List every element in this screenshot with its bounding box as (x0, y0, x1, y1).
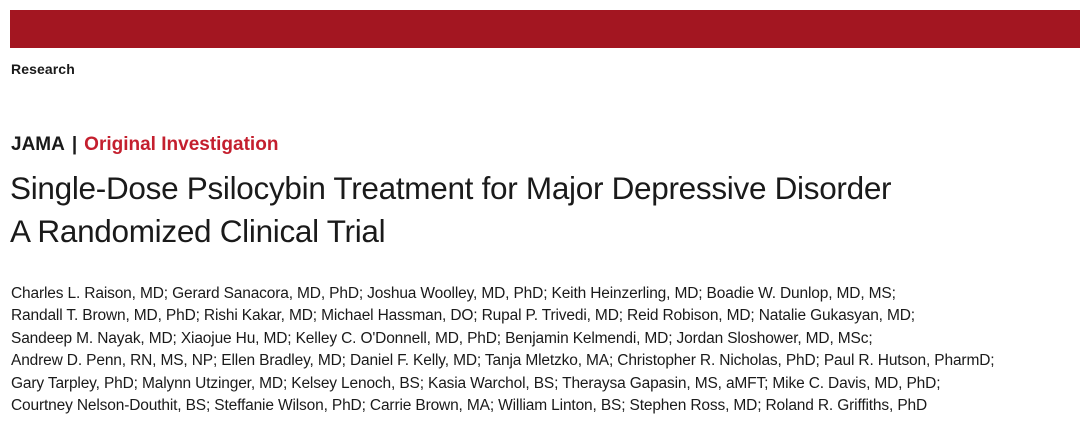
author-list: Charles L. Raison, MD; Gerard Sanacora, … (11, 283, 1077, 417)
journal-name: JAMA (11, 134, 65, 155)
article-subtitle: A Randomized Clinical Trial (10, 213, 386, 249)
article-type: Original Investigation (84, 134, 279, 155)
author-line: Gary Tarpley, PhD; Malynn Utzinger, MD; … (11, 374, 941, 392)
journal-separator: | (71, 134, 78, 155)
journal-line: JAMA | Original Investigation (11, 134, 278, 156)
top-banner (10, 10, 1080, 48)
author-line: Sandeep M. Nayak, MD; Xiaojue Hu, MD; Ke… (11, 329, 873, 347)
author-line: Andrew D. Penn, RN, MS, NP; Ellen Bradle… (11, 352, 995, 370)
article-title: Single-Dose Psilocybin Treatment for Maj… (10, 170, 892, 206)
author-line: Charles L. Raison, MD; Gerard Sanacora, … (11, 285, 896, 302)
author-line: Randall T. Brown, MD, PhD; Rishi Kakar, … (11, 307, 915, 325)
section-label: Research (11, 61, 75, 77)
author-line: Courtney Nelson-Douthit, BS; Steffanie W… (11, 397, 928, 415)
